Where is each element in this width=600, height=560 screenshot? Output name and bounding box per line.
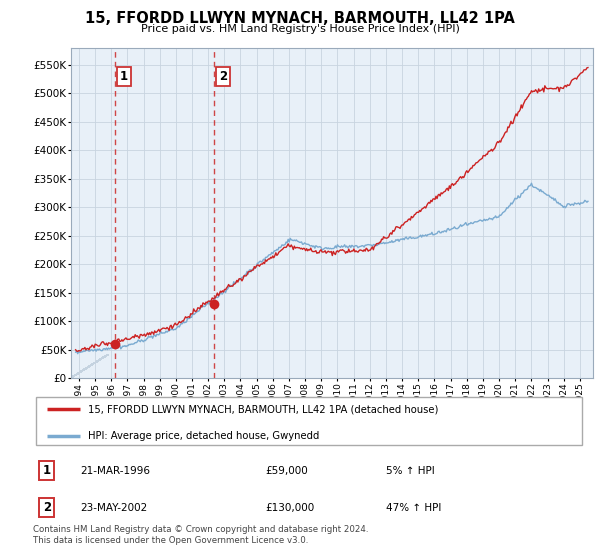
Text: 15, FFORDD LLWYN MYNACH, BARMOUTH, LL42 1PA: 15, FFORDD LLWYN MYNACH, BARMOUTH, LL42 …: [85, 11, 515, 26]
Text: 21-MAR-1996: 21-MAR-1996: [80, 465, 150, 475]
Text: Contains HM Land Registry data © Crown copyright and database right 2024.
This d: Contains HM Land Registry data © Crown c…: [33, 525, 368, 545]
Text: 47% ↑ HPI: 47% ↑ HPI: [386, 502, 442, 512]
Text: £130,000: £130,000: [265, 502, 314, 512]
Text: 2: 2: [220, 69, 227, 82]
Text: 1: 1: [119, 69, 128, 82]
Text: Price paid vs. HM Land Registry's House Price Index (HPI): Price paid vs. HM Land Registry's House …: [140, 24, 460, 34]
Text: 15, FFORDD LLWYN MYNACH, BARMOUTH, LL42 1PA (detached house): 15, FFORDD LLWYN MYNACH, BARMOUTH, LL42 …: [88, 404, 439, 414]
Text: 2: 2: [43, 501, 51, 514]
FancyBboxPatch shape: [36, 398, 582, 445]
Text: 23-MAY-2002: 23-MAY-2002: [80, 502, 147, 512]
Text: £59,000: £59,000: [265, 465, 308, 475]
Text: 1: 1: [43, 464, 51, 477]
Text: HPI: Average price, detached house, Gwynedd: HPI: Average price, detached house, Gwyn…: [88, 431, 320, 441]
Text: 5% ↑ HPI: 5% ↑ HPI: [386, 465, 435, 475]
